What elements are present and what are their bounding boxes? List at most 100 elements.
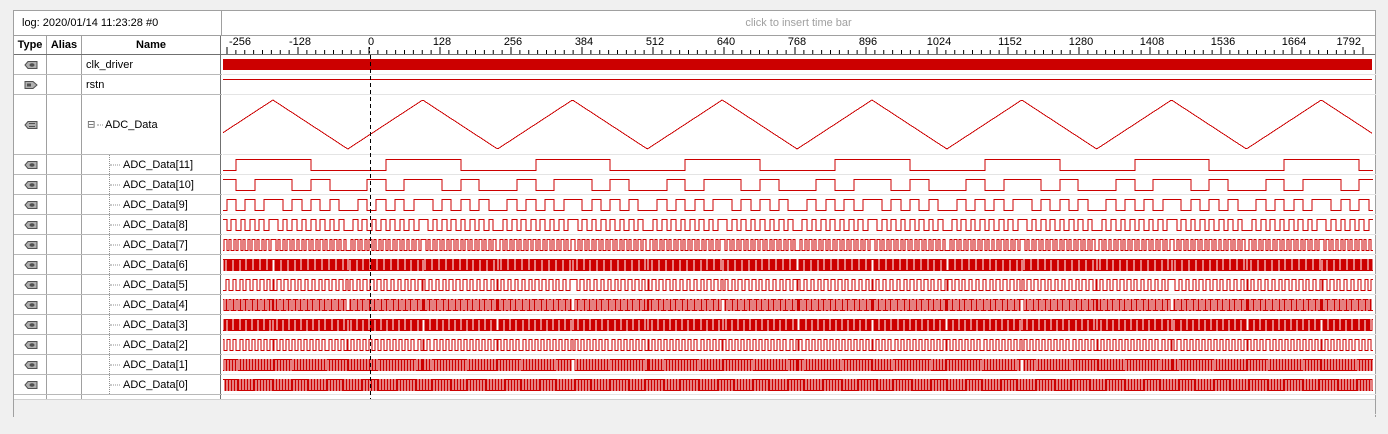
signal-alias-cell[interactable] bbox=[47, 215, 82, 234]
input-signal-icon bbox=[24, 360, 38, 369]
signal-row[interactable]: ADC_Data[11] bbox=[14, 155, 222, 175]
waveform-canvas[interactable] bbox=[223, 55, 1376, 417]
ruler-tick-label: 128 bbox=[433, 36, 451, 48]
signal-alias-cell[interactable] bbox=[47, 275, 82, 294]
signal-name-cell[interactable]: ADC_Data[2] bbox=[82, 335, 221, 354]
signal-alias-cell[interactable] bbox=[47, 55, 82, 74]
signal-row[interactable]: ADC_Data[9] bbox=[14, 195, 222, 215]
signal-type-cell bbox=[14, 195, 47, 214]
adc-data-bit-waveform[interactable] bbox=[223, 159, 1373, 171]
signal-row[interactable]: ADC_Data[0] bbox=[14, 375, 222, 395]
input-signal-icon bbox=[24, 320, 38, 329]
adc-data-bit-waveform[interactable] bbox=[223, 219, 1373, 231]
signal-alias-cell[interactable] bbox=[47, 195, 82, 214]
ruler-tick-label: 1664 bbox=[1282, 36, 1306, 48]
signal-name-cell[interactable]: ADC_Data[4] bbox=[82, 295, 221, 314]
signal-type-cell bbox=[14, 155, 47, 174]
signal-row[interactable]: ADC_Data[3] bbox=[14, 315, 222, 335]
input-signal-icon bbox=[24, 220, 38, 229]
signal-row[interactable]: rstn bbox=[14, 75, 222, 95]
signal-name: ADC_Data[10] bbox=[123, 178, 194, 191]
signal-name: ADC_Data[4] bbox=[123, 298, 188, 311]
column-alias[interactable]: Alias bbox=[47, 36, 82, 54]
tree-connector bbox=[110, 244, 120, 245]
signal-name-cell[interactable]: ADC_Data[7] bbox=[82, 235, 221, 254]
signal-name-cell[interactable]: ADC_Data[10] bbox=[82, 175, 221, 194]
signal-name-cell[interactable]: ADC_Data[11] bbox=[82, 155, 221, 174]
signal-type-cell bbox=[14, 95, 47, 154]
adc-data-bit-waveform[interactable] bbox=[223, 179, 1373, 191]
signal-name: ADC_Data[8] bbox=[123, 218, 188, 231]
signal-alias-cell[interactable] bbox=[47, 335, 82, 354]
signal-name: rstn bbox=[86, 78, 105, 91]
signal-name-cell[interactable]: rstn bbox=[82, 75, 221, 94]
signal-row[interactable]: ⊟ ADC_Data bbox=[14, 95, 222, 155]
signal-alias-cell[interactable] bbox=[47, 235, 82, 254]
adc-data-bit-waveform[interactable] bbox=[223, 339, 1373, 351]
signal-name-cell[interactable]: ⊟ ADC_Data bbox=[82, 95, 221, 154]
signal-name-cell[interactable]: clk_driver bbox=[82, 55, 221, 74]
signal-name-cell[interactable]: ADC_Data[3] bbox=[82, 315, 221, 334]
signal-row[interactable]: ADC_Data[10] bbox=[14, 175, 222, 195]
adc-data-bit-waveform[interactable] bbox=[223, 319, 1373, 331]
column-name[interactable]: Name bbox=[82, 36, 221, 54]
time-ruler[interactable]: -256 -128 0 128 256 384 512 640 768 896 1024 1152 12… bbox=[222, 36, 1375, 55]
signal-alias-cell[interactable] bbox=[47, 175, 82, 194]
adc-data-bit-waveform[interactable] bbox=[223, 279, 1373, 291]
signal-name: ADC_Data[3] bbox=[123, 318, 188, 331]
input-bus-icon bbox=[24, 120, 38, 129]
signal-row[interactable]: ADC_Data[6] bbox=[14, 255, 222, 275]
signal-name-cell[interactable]: ADC_Data[5] bbox=[82, 275, 221, 294]
adc-data-bit-waveform[interactable] bbox=[223, 379, 1373, 391]
signal-name-cell[interactable]: ADC_Data[8] bbox=[82, 215, 221, 234]
signal-name-cell[interactable]: ADC_Data[0] bbox=[82, 375, 221, 394]
signal-alias-cell[interactable] bbox=[47, 355, 82, 374]
ruler-tick-label: -256 bbox=[229, 36, 251, 48]
signal-row[interactable]: ADC_Data[8] bbox=[14, 215, 222, 235]
signal-row[interactable]: ADC_Data[7] bbox=[14, 235, 222, 255]
signal-name-cell[interactable]: ADC_Data[9] bbox=[82, 195, 221, 214]
signal-name: ADC_Data bbox=[105, 118, 158, 131]
tree-connector bbox=[109, 335, 110, 354]
ruler-tick-label: 256 bbox=[504, 36, 522, 48]
column-type[interactable]: Type bbox=[14, 36, 47, 54]
signal-row[interactable]: ADC_Data[4] bbox=[14, 295, 222, 315]
adc-data-bit-waveform[interactable] bbox=[223, 239, 1373, 251]
signal-alias-cell[interactable] bbox=[47, 75, 82, 94]
signal-name-cell[interactable]: ADC_Data[6] bbox=[82, 255, 221, 274]
adc-data-bit-waveform[interactable] bbox=[223, 259, 1373, 271]
signal-type-cell bbox=[14, 255, 47, 274]
signal-alias-cell[interactable] bbox=[47, 375, 82, 394]
insert-time-bar[interactable]: click to insert time bar bbox=[222, 11, 1375, 36]
input-signal-icon bbox=[24, 160, 38, 169]
ruler-tick-label: 1408 bbox=[1140, 36, 1164, 48]
tree-connector bbox=[109, 215, 110, 234]
tree-connector bbox=[109, 235, 110, 254]
signal-alias-cell[interactable] bbox=[47, 315, 82, 334]
input-signal-icon bbox=[24, 180, 38, 189]
signal-alias-cell[interactable] bbox=[47, 95, 82, 154]
ruler-tick-label: 896 bbox=[859, 36, 877, 48]
signal-type-cell bbox=[14, 235, 47, 254]
clk-driver-waveform[interactable] bbox=[223, 59, 1372, 70]
signal-alias-cell[interactable] bbox=[47, 155, 82, 174]
ruler-tick-label: 1536 bbox=[1211, 36, 1235, 48]
tree-connector bbox=[110, 324, 120, 325]
tree-connector bbox=[109, 175, 110, 194]
adc-data-bit-waveform[interactable] bbox=[223, 359, 1373, 371]
signal-row[interactable]: ADC_Data[1] bbox=[14, 355, 222, 375]
signal-row[interactable]: ADC_Data[5] bbox=[14, 275, 222, 295]
signal-alias-cell[interactable] bbox=[47, 295, 82, 314]
signal-alias-cell[interactable] bbox=[47, 255, 82, 274]
signal-row[interactable]: ADC_Data[2] bbox=[14, 335, 222, 355]
signal-name-cell[interactable]: ADC_Data[1] bbox=[82, 355, 221, 374]
adc-data-analog-waveform[interactable] bbox=[223, 99, 1373, 150]
signal-row[interactable]: clk_driver bbox=[14, 55, 222, 75]
horizontal-scrollbar[interactable] bbox=[14, 399, 1375, 417]
expand-collapse-icon[interactable]: ⊟ bbox=[87, 119, 96, 130]
adc-data-bit-waveform[interactable] bbox=[223, 299, 1373, 311]
adc-data-bit-waveform[interactable] bbox=[223, 199, 1373, 211]
tree-connector bbox=[109, 295, 110, 314]
input-signal-icon bbox=[24, 380, 38, 389]
